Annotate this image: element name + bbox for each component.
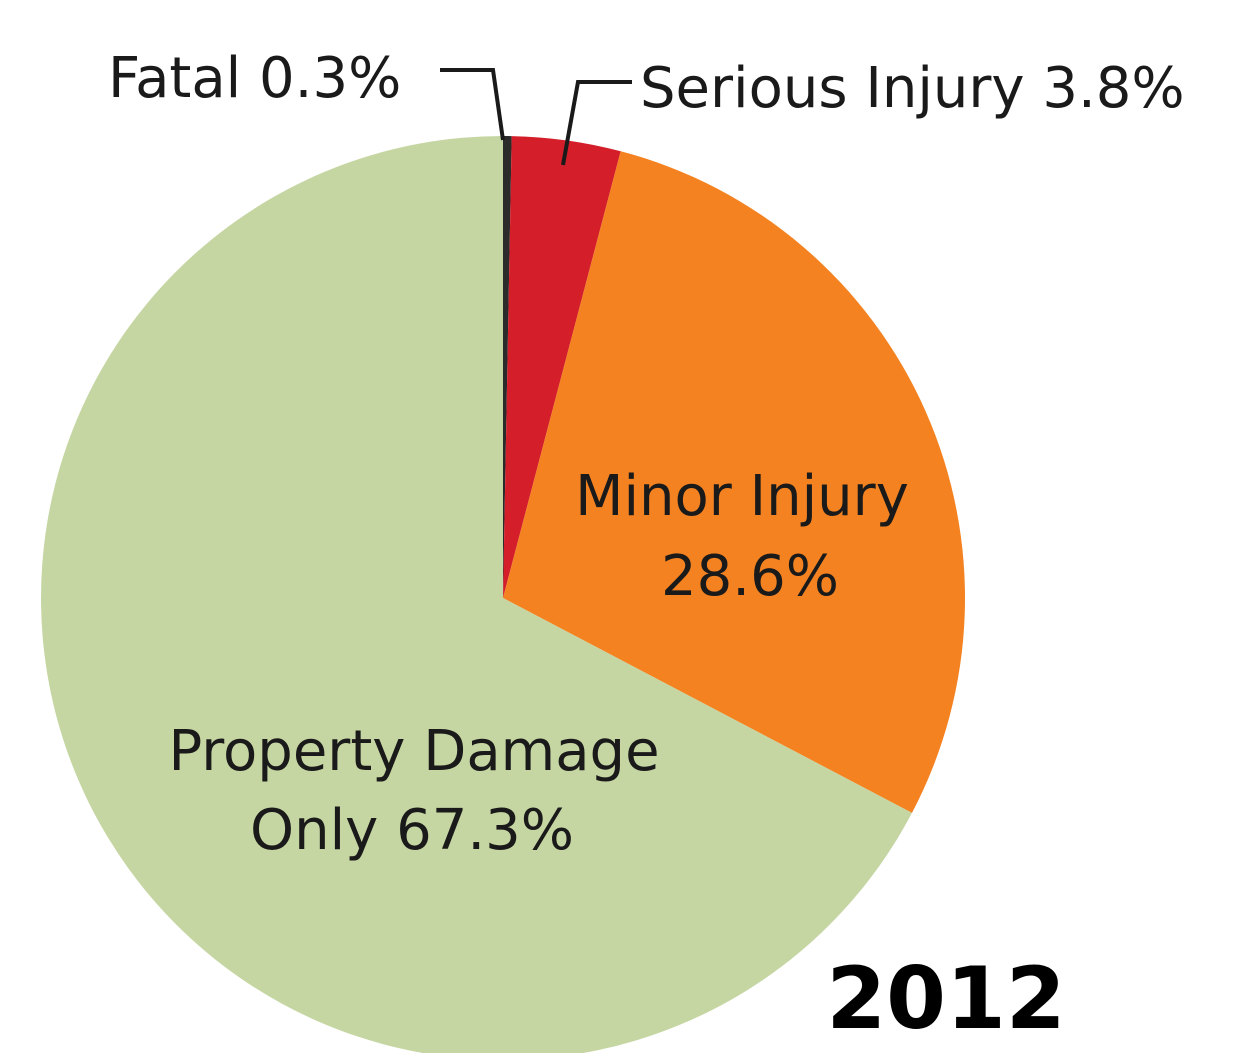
chart-title-year: 2012 bbox=[826, 949, 1065, 1049]
label-minor-injury: Minor Injury bbox=[575, 464, 909, 529]
pie-slice-serious-injury bbox=[503, 136, 621, 598]
leader-line-fatal bbox=[440, 68, 505, 141]
label-serious-injury: Serious Injury 3.8% bbox=[640, 56, 1185, 121]
label-fatal: Fatal 0.3% bbox=[108, 46, 401, 111]
pie-slice-fatal bbox=[503, 136, 512, 598]
pie-slices bbox=[41, 136, 965, 1053]
label-property-damage-value: Only 67.3% bbox=[250, 798, 574, 863]
label-property-damage: Property Damage bbox=[168, 719, 659, 784]
leader-line-serious-injury bbox=[561, 80, 632, 166]
pie-slice-property-damage-only bbox=[41, 136, 912, 1053]
pie-slice-minor-injury bbox=[503, 151, 965, 813]
label-minor-injury-value: 28.6% bbox=[661, 544, 839, 609]
